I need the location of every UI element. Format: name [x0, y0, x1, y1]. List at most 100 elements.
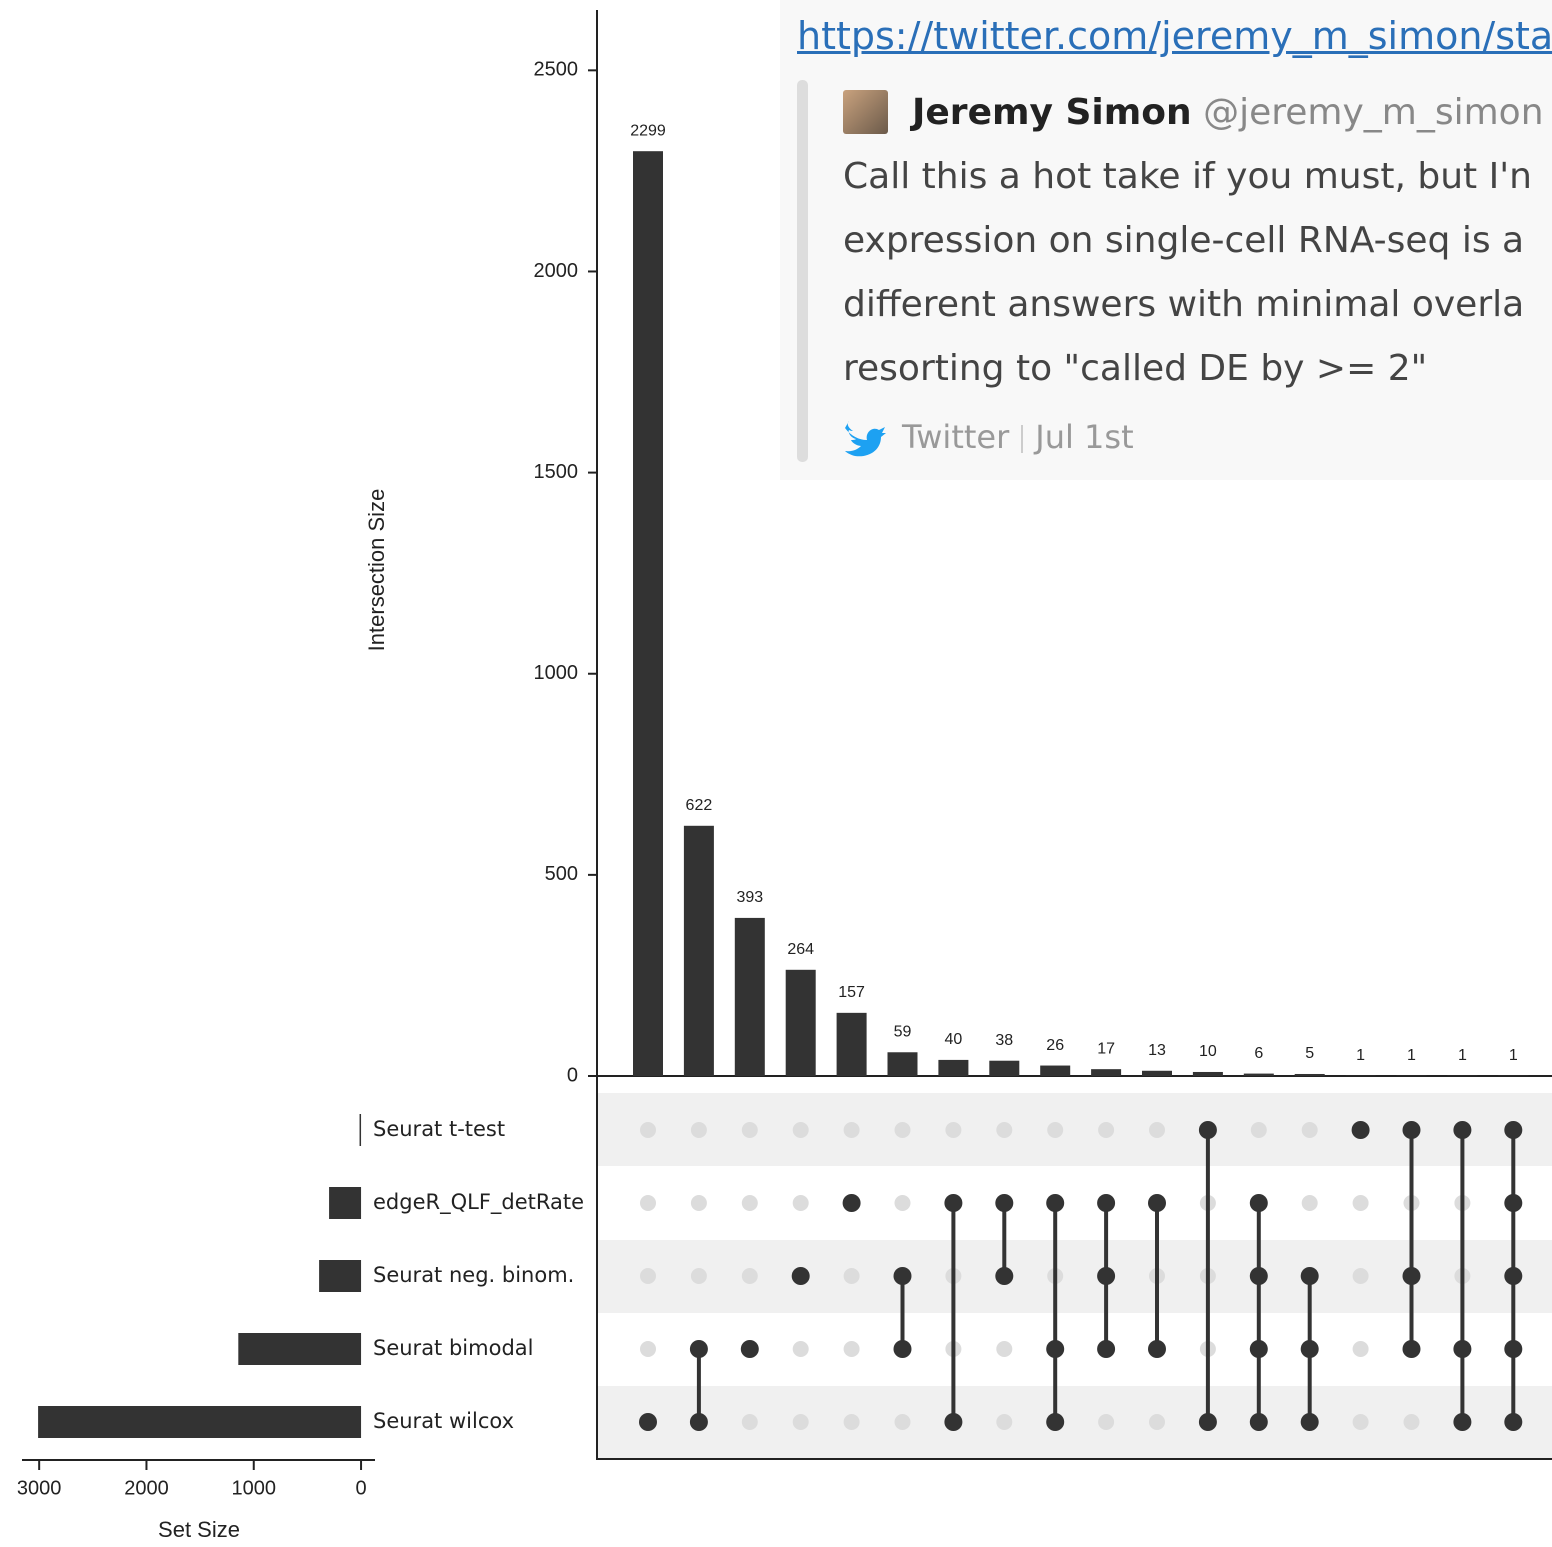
- value-label: 5: [1305, 1045, 1314, 1062]
- tweet-line: resorting to "called DE by >= 2": [843, 348, 1427, 389]
- tweet-header: Jeremy Simon @jeremy_m_simon: [912, 92, 1544, 133]
- y-tick-label: 500: [545, 863, 578, 885]
- bar: [735, 918, 765, 1076]
- set-size-label: Set Size: [158, 1517, 240, 1542]
- empty-dot: [742, 1122, 758, 1138]
- empty-dot: [691, 1122, 707, 1138]
- value-label: 157: [838, 984, 865, 1001]
- value-label: 393: [736, 889, 763, 906]
- y-tick-label: 0: [567, 1064, 578, 1086]
- member-dot: [894, 1340, 912, 1358]
- value-label: 264: [787, 941, 814, 958]
- empty-dot: [844, 1268, 860, 1284]
- author: Jeremy Simon: [912, 92, 1192, 133]
- set-label: Seurat bimodal: [373, 1336, 533, 1360]
- member-dot: [1199, 1413, 1217, 1431]
- member-dot: [1250, 1413, 1268, 1431]
- value-label: 2299: [630, 122, 666, 139]
- tweet-line: different answers with minimal overla: [843, 284, 1524, 325]
- value-label: 17: [1097, 1040, 1115, 1057]
- value-label: 40: [945, 1031, 963, 1048]
- handle: @jeremy_m_simon: [1203, 92, 1543, 133]
- bar: [1193, 1072, 1223, 1076]
- y-tick-label: 1500: [534, 461, 579, 483]
- twitter-bird: [843, 420, 887, 458]
- value-label: 1: [1407, 1047, 1416, 1064]
- member-dot: [792, 1267, 810, 1285]
- member-dot: [1453, 1121, 1471, 1139]
- empty-dot: [742, 1414, 758, 1430]
- member-dot: [843, 1194, 861, 1212]
- member-dot: [1504, 1340, 1522, 1358]
- page: Intersection Size Set Size 0500100015002…: [0, 0, 1552, 1547]
- empty-dot: [640, 1122, 656, 1138]
- set-size-bar: [329, 1187, 361, 1219]
- set-size-bar: [238, 1333, 361, 1365]
- member-dot: [1301, 1267, 1319, 1285]
- bar: [684, 826, 714, 1076]
- member-dot: [1148, 1340, 1166, 1358]
- member-dot: [1403, 1267, 1421, 1285]
- empty-dot: [1353, 1195, 1369, 1211]
- empty-dot: [895, 1122, 911, 1138]
- empty-dot: [1098, 1414, 1114, 1430]
- bar: [888, 1052, 918, 1076]
- member-dot: [1352, 1121, 1370, 1139]
- tweet-url[interactable]: https://twitter.com/jeremy_m_simon/sta: [797, 14, 1552, 58]
- empty-dot: [793, 1341, 809, 1357]
- bar: [1244, 1074, 1274, 1076]
- empty-dot: [1404, 1414, 1420, 1430]
- value-label: 26: [1046, 1037, 1064, 1054]
- member-dot: [741, 1340, 759, 1358]
- empty-dot: [895, 1414, 911, 1430]
- empty-dot: [996, 1341, 1012, 1357]
- empty-dot: [1302, 1122, 1318, 1138]
- member-dot: [1301, 1340, 1319, 1358]
- source: Twitter: [902, 418, 1009, 456]
- member-dot: [1097, 1267, 1115, 1285]
- y-tick-label: 2500: [534, 59, 579, 81]
- empty-dot: [1251, 1122, 1267, 1138]
- empty-dot: [844, 1414, 860, 1430]
- member-dot: [1504, 1413, 1522, 1431]
- value-label: 13: [1148, 1042, 1166, 1059]
- member-dot: [1301, 1413, 1319, 1431]
- member-dot: [1148, 1194, 1166, 1212]
- value-label: 1: [1458, 1047, 1467, 1064]
- value-label: 1: [1509, 1047, 1518, 1064]
- member-dot: [1046, 1413, 1064, 1431]
- empty-dot: [1353, 1341, 1369, 1357]
- bar: [938, 1060, 968, 1076]
- member-dot: [1250, 1267, 1268, 1285]
- set-label: edgeR_QLF_detRate: [373, 1190, 584, 1215]
- member-dot: [995, 1267, 1013, 1285]
- member-dot: [1046, 1340, 1064, 1358]
- empty-dot: [1353, 1414, 1369, 1430]
- member-dot: [1453, 1413, 1471, 1431]
- value-label: 1: [1356, 1047, 1365, 1064]
- empty-dot: [742, 1268, 758, 1284]
- empty-dot: [1047, 1122, 1063, 1138]
- empty-dot: [945, 1122, 961, 1138]
- value-label: 38: [995, 1032, 1013, 1049]
- empty-dot: [895, 1195, 911, 1211]
- y-axis-label: Intersection Size: [364, 489, 389, 652]
- empty-dot: [640, 1341, 656, 1357]
- member-dot: [1097, 1340, 1115, 1358]
- member-dot: [1403, 1340, 1421, 1358]
- empty-dot: [742, 1195, 758, 1211]
- empty-dot: [793, 1414, 809, 1430]
- value-label: 10: [1199, 1043, 1217, 1060]
- empty-dot: [793, 1195, 809, 1211]
- x-tick-label: 3000: [17, 1477, 62, 1499]
- value-label: 6: [1254, 1045, 1263, 1062]
- member-dot: [639, 1413, 657, 1431]
- empty-dot: [640, 1268, 656, 1284]
- empty-dot: [1098, 1122, 1114, 1138]
- empty-dot: [793, 1122, 809, 1138]
- set-label: Seurat wilcox: [373, 1409, 514, 1433]
- bar: [989, 1061, 1019, 1076]
- separator: [1021, 425, 1023, 453]
- date: Jul 1st: [1035, 418, 1133, 456]
- empty-dot: [691, 1195, 707, 1211]
